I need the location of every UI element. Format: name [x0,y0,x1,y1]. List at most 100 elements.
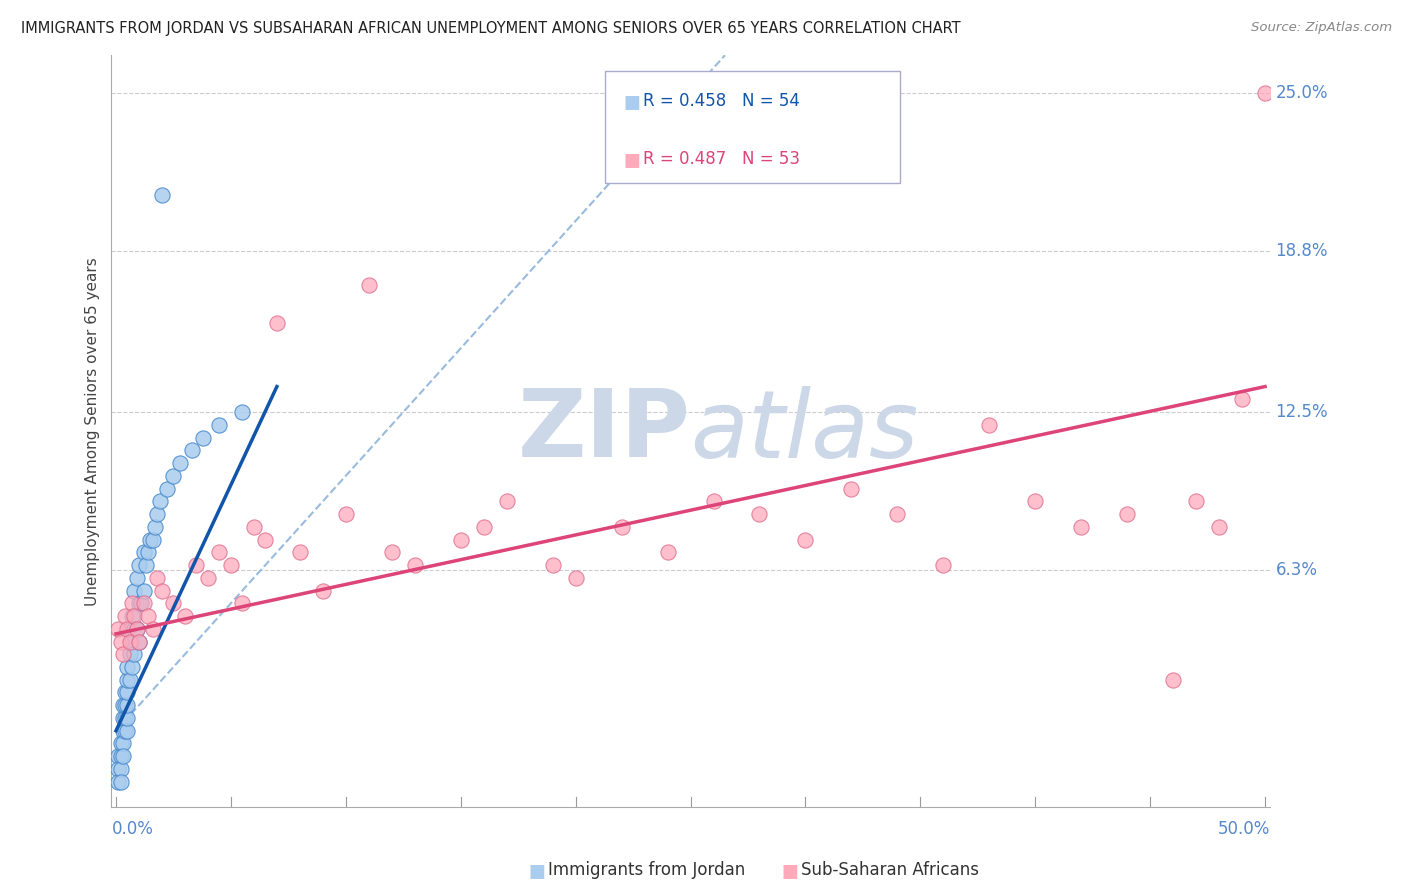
Point [110,737,132,751]
Text: ▪: ▪ [623,145,641,173]
Point [124,622,146,636]
Point [208,545,231,559]
Point [450,533,472,547]
Point [495,494,517,508]
Point [114,698,136,713]
Point [1070,520,1092,534]
Point [1024,494,1046,508]
Point [149,494,172,508]
Point [110,749,132,764]
Point [150,583,173,598]
Point [111,737,134,751]
Point [114,723,136,738]
Text: ZIP: ZIP [517,385,690,477]
Point [254,533,277,547]
Point [841,482,863,496]
Point [118,647,141,661]
Point [128,634,150,648]
Point [124,583,146,598]
Point [748,507,770,521]
Text: 50.0%: 50.0% [1218,820,1270,838]
Point [121,596,143,610]
Point [117,622,139,636]
Text: Source: ZipAtlas.com: Source: ZipAtlas.com [1251,21,1392,34]
Text: 12.5%: 12.5% [1275,403,1329,421]
Point [111,711,134,725]
Point [111,749,134,764]
Point [702,494,724,508]
Point [128,596,150,610]
Point [135,558,157,572]
Point [150,188,173,202]
Point [174,609,197,624]
Point [208,417,231,432]
Point [107,749,129,764]
Point [231,405,253,419]
Point [794,533,817,547]
Text: R = 0.458   N = 54: R = 0.458 N = 54 [643,92,800,110]
Point [1161,673,1184,687]
Point [180,443,202,458]
Point [1230,392,1253,407]
Point [1116,507,1139,521]
Point [142,533,165,547]
Point [564,571,586,585]
Point [404,558,426,572]
Point [128,634,150,648]
Point [541,558,564,572]
Point [979,417,1001,432]
Point [312,583,335,598]
Point [121,609,143,624]
Point [1254,87,1277,101]
Point [472,520,495,534]
Text: Immigrants from Jordan: Immigrants from Jordan [548,861,745,879]
Point [124,647,146,661]
Text: ▪: ▪ [780,855,799,884]
Point [231,596,253,610]
Point [266,316,288,330]
Point [125,622,148,636]
Point [1185,494,1208,508]
Point [111,647,134,661]
Text: Sub-Saharan Africans: Sub-Saharan Africans [801,861,980,879]
Point [335,507,357,521]
Point [110,634,132,648]
Point [146,571,169,585]
Point [610,520,633,534]
Point [288,545,311,559]
Point [155,482,177,496]
Point [118,622,141,636]
Point [117,723,139,738]
Point [125,571,148,585]
Point [111,723,134,738]
Point [186,558,208,572]
Point [117,698,139,713]
Point [193,431,215,445]
Point [114,711,136,725]
Point [357,277,380,292]
Point [118,673,141,687]
Point [142,622,165,636]
Point [886,507,908,521]
Point [121,660,143,674]
Point [117,685,139,699]
Point [110,762,132,776]
Text: 25.0%: 25.0% [1275,85,1327,103]
Point [107,622,129,636]
Point [657,545,679,559]
Point [243,520,266,534]
Point [121,634,143,648]
Point [132,545,155,559]
Point [107,774,129,789]
Point [114,609,136,624]
Point [117,673,139,687]
Point [143,520,166,534]
Text: IMMIGRANTS FROM JORDAN VS SUBSAHARAN AFRICAN UNEMPLOYMENT AMONG SENIORS OVER 65 : IMMIGRANTS FROM JORDAN VS SUBSAHARAN AFR… [21,21,960,36]
Point [132,583,155,598]
Point [111,698,134,713]
Point [117,660,139,674]
Point [124,609,146,624]
Point [381,545,404,559]
Point [197,571,219,585]
Text: 0.0%: 0.0% [111,820,153,838]
